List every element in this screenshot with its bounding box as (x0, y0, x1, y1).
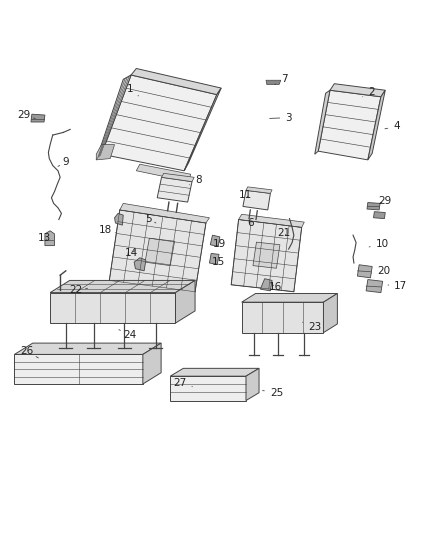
Polygon shape (31, 114, 45, 122)
Polygon shape (318, 90, 381, 160)
Polygon shape (115, 213, 123, 225)
Polygon shape (50, 280, 195, 293)
Text: 2: 2 (363, 87, 374, 98)
Polygon shape (184, 88, 221, 171)
Text: 11: 11 (238, 190, 252, 200)
Text: 24: 24 (119, 329, 136, 340)
Polygon shape (110, 210, 206, 292)
Text: 25: 25 (262, 387, 283, 398)
Polygon shape (260, 279, 272, 291)
Text: 9: 9 (58, 157, 69, 167)
Text: 19: 19 (213, 239, 226, 249)
Polygon shape (266, 80, 281, 85)
Polygon shape (368, 90, 385, 160)
Polygon shape (357, 265, 372, 278)
Polygon shape (209, 254, 219, 264)
Polygon shape (131, 68, 221, 94)
Text: 3: 3 (270, 112, 292, 123)
Polygon shape (330, 84, 385, 97)
Polygon shape (102, 75, 217, 171)
Text: 29: 29 (378, 196, 391, 206)
Text: 29: 29 (18, 110, 35, 120)
Text: 6: 6 (247, 218, 254, 228)
Text: 21: 21 (277, 228, 290, 238)
Polygon shape (367, 203, 380, 210)
Text: 16: 16 (269, 282, 282, 293)
Text: 20: 20 (371, 266, 390, 276)
Polygon shape (242, 302, 323, 333)
Polygon shape (50, 293, 176, 323)
Text: 4: 4 (385, 122, 400, 131)
Text: 14: 14 (124, 248, 138, 259)
Polygon shape (96, 75, 131, 160)
Text: 10: 10 (369, 239, 389, 249)
Polygon shape (246, 187, 272, 193)
Text: 5: 5 (145, 214, 156, 224)
Polygon shape (315, 90, 330, 154)
Polygon shape (253, 242, 280, 268)
Polygon shape (96, 144, 115, 160)
Polygon shape (120, 204, 209, 223)
Text: 8: 8 (189, 175, 201, 185)
Polygon shape (239, 214, 304, 228)
Polygon shape (170, 368, 259, 376)
Polygon shape (136, 164, 191, 182)
Polygon shape (243, 190, 270, 210)
Text: 13: 13 (37, 233, 51, 243)
Text: 18: 18 (99, 224, 116, 235)
Text: 22: 22 (70, 286, 88, 295)
Polygon shape (323, 294, 337, 333)
Text: 17: 17 (388, 281, 407, 291)
Polygon shape (374, 212, 385, 219)
Polygon shape (170, 376, 246, 400)
Polygon shape (14, 343, 161, 354)
Polygon shape (176, 280, 195, 323)
Text: 7: 7 (275, 75, 288, 85)
Text: 27: 27 (173, 378, 192, 388)
Polygon shape (366, 279, 383, 293)
Polygon shape (134, 258, 146, 271)
Polygon shape (14, 354, 143, 384)
Text: 23: 23 (303, 322, 321, 333)
Text: 15: 15 (212, 257, 225, 267)
Polygon shape (246, 368, 259, 400)
Polygon shape (143, 343, 161, 384)
Polygon shape (157, 177, 192, 202)
Polygon shape (162, 173, 194, 182)
Polygon shape (145, 238, 175, 265)
Polygon shape (231, 220, 302, 292)
Text: 1: 1 (127, 84, 138, 96)
Polygon shape (210, 235, 220, 246)
Polygon shape (242, 294, 337, 302)
Text: 26: 26 (20, 346, 39, 358)
Polygon shape (45, 231, 54, 246)
